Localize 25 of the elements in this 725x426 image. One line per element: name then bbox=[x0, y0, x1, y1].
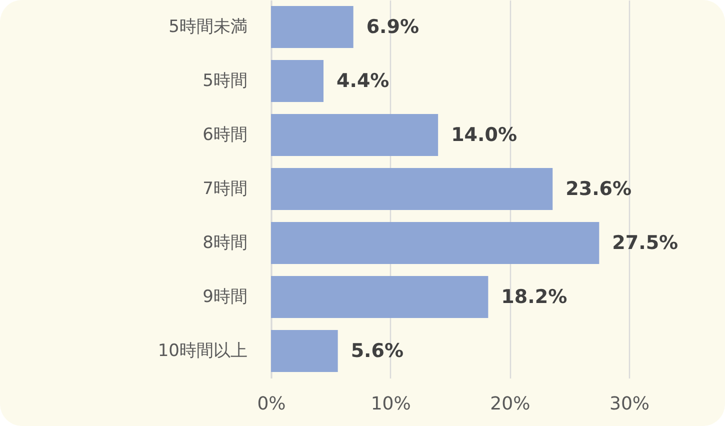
data-label: 27.5% bbox=[612, 232, 678, 254]
y-tick-label: 7時間 bbox=[202, 179, 248, 199]
bar bbox=[271, 276, 488, 318]
data-label: 18.2% bbox=[501, 286, 568, 308]
y-tick-label: 8時間 bbox=[202, 233, 248, 253]
bar bbox=[271, 168, 553, 210]
x-tick-label: 0% bbox=[257, 394, 286, 414]
bar bbox=[271, 114, 438, 156]
data-label: 6.9% bbox=[366, 16, 420, 38]
data-label: 23.6% bbox=[566, 178, 632, 200]
y-tick-label: 10時間以上 bbox=[158, 341, 248, 361]
data-label: 4.4% bbox=[336, 70, 390, 92]
y-tick-label: 6時間 bbox=[202, 125, 248, 145]
bar bbox=[271, 6, 354, 48]
bar bbox=[271, 330, 338, 372]
x-tick-label: 10% bbox=[370, 394, 411, 414]
x-tick-label: 30% bbox=[609, 394, 650, 414]
x-tick-label: 20% bbox=[490, 394, 530, 414]
y-tick-label: 5時間 bbox=[202, 71, 248, 91]
y-tick-label: 5時間未満 bbox=[168, 17, 248, 37]
data-label: 14.0% bbox=[451, 124, 517, 146]
bar bbox=[271, 60, 324, 102]
y-tick-label: 9時間 bbox=[202, 287, 248, 307]
data-label: 5.6% bbox=[350, 340, 404, 362]
bar bbox=[271, 222, 600, 264]
